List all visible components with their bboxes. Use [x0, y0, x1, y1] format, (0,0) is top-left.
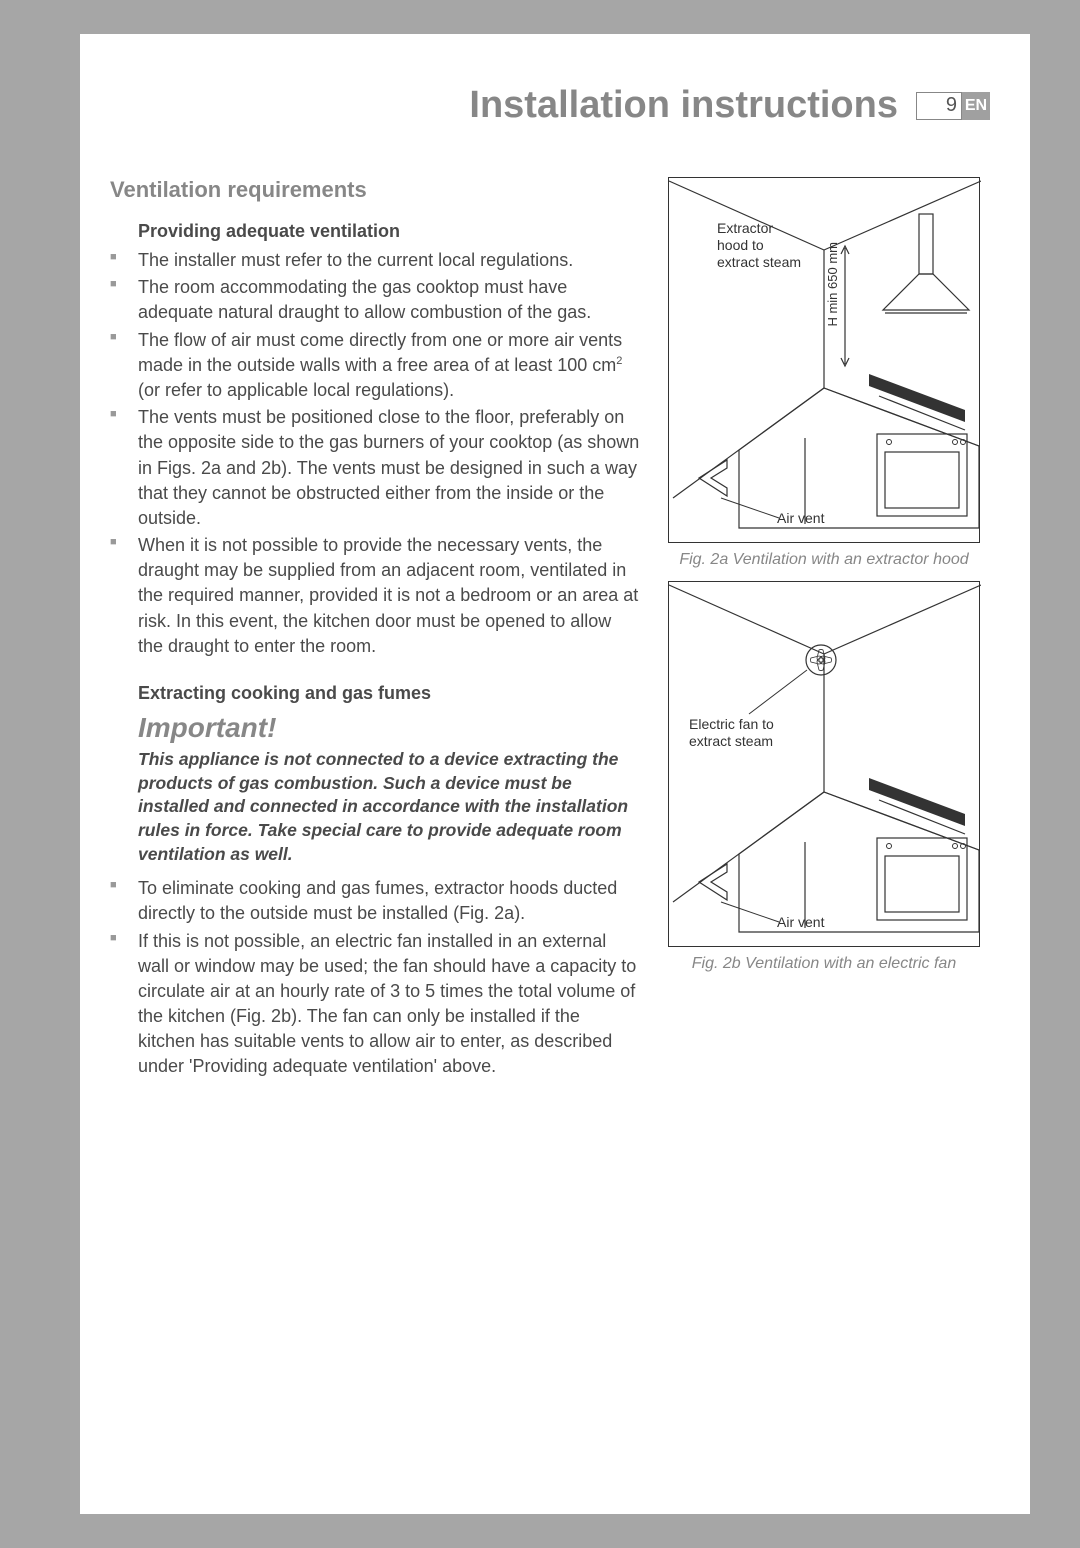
fig2a-label-vent: Air vent [777, 510, 824, 527]
list-item: The installer must refer to the current … [110, 248, 640, 273]
section-heading: Ventilation requirements [110, 177, 640, 203]
figure-2b: Electric fan to extract steam Air vent F… [668, 581, 980, 973]
right-column: Extractor hood to extract steam H min 65… [668, 177, 980, 1104]
bullet-list-1: The installer must refer to the current … [110, 248, 640, 659]
page-indicator: 9 EN [916, 92, 990, 120]
figure-2b-box: Electric fan to extract steam Air vent [668, 581, 980, 947]
page-header: Installation instructions 9 EN [110, 84, 990, 127]
important-heading: Important! [138, 712, 640, 744]
language-badge: EN [962, 92, 990, 120]
important-body: This appliance is not connected to a dev… [138, 748, 640, 866]
left-column: Ventilation requirements Providing adequ… [110, 177, 640, 1104]
list-item: If this is not possible, an electric fan… [110, 929, 640, 1080]
list-item: To eliminate cooking and gas fumes, extr… [110, 876, 640, 926]
page-number: 9 [916, 92, 962, 120]
kitchen-fan-diagram [669, 582, 981, 948]
list-item: The vents must be positioned close to th… [110, 405, 640, 531]
fig2b-caption: Fig. 2b Ventilation with an electric fan [668, 955, 980, 973]
figure-2a: Extractor hood to extract steam H min 65… [668, 177, 980, 569]
fig2a-label-height: H min 650 mm [825, 242, 841, 327]
kitchen-hood-diagram [669, 178, 981, 544]
fig2a-caption: Fig. 2a Ventilation with an extractor ho… [668, 551, 980, 569]
fig2b-label-vent: Air vent [777, 914, 824, 931]
page-title: Installation instructions [469, 84, 898, 127]
subheading-extracting: Extracting cooking and gas fumes [138, 683, 640, 704]
bullet-list-2: To eliminate cooking and gas fumes, extr… [110, 876, 640, 1080]
fig2b-label-fan: Electric fan to extract steam [689, 716, 779, 750]
list-item: When it is not possible to provide the n… [110, 533, 640, 659]
subheading-ventilation: Providing adequate ventilation [138, 221, 640, 242]
figure-2a-box: Extractor hood to extract steam H min 65… [668, 177, 980, 543]
fig2a-label-hood: Extractor hood to extract steam [717, 220, 807, 270]
manual-page: Installation instructions 9 EN Ventilati… [80, 34, 1030, 1514]
list-item: The flow of air must come directly from … [110, 328, 640, 404]
page-content: Ventilation requirements Providing adequ… [110, 177, 990, 1104]
list-item: The room accommodating the gas cooktop m… [110, 275, 640, 325]
